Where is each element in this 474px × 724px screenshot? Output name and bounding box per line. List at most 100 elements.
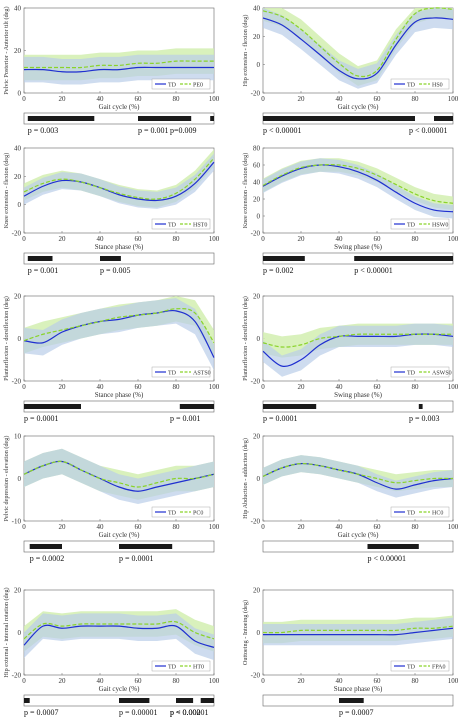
y-axis-label: Hip external - internal rotation (deg): [3, 587, 10, 677]
x-tick-label: 20: [59, 235, 67, 243]
p-value-label: p < 0.00001: [263, 126, 302, 135]
y-tick-label: 40: [253, 5, 261, 13]
significance-bar: [100, 256, 121, 261]
legend-label-cp: PE0: [193, 83, 203, 89]
significance-bar: [176, 698, 194, 703]
x-axis-label: Stance phase (%): [95, 391, 144, 399]
y-tick-label: -10: [12, 518, 22, 526]
significance-bar: [24, 698, 30, 703]
x-tick-label: 100: [209, 677, 220, 685]
y-tick-label: 20: [14, 587, 22, 595]
p-value-label: p = 0.003: [27, 126, 59, 135]
x-tick-label: 40: [336, 383, 344, 391]
p-value-label: p = 0.0001: [119, 554, 154, 563]
x-tick-label: 80: [412, 235, 420, 243]
x-tick-label: 80: [173, 383, 181, 391]
x-tick-label: 100: [209, 95, 220, 103]
significance-bar: [119, 544, 173, 549]
p-value-label: p=0.009: [170, 126, 197, 135]
p-value-label: p = 0.0001: [24, 414, 59, 423]
y-axis-label: Hip extension - flexion (deg): [242, 15, 249, 87]
legend-label-td: TD: [407, 665, 416, 671]
significance-bar: [119, 698, 150, 703]
x-tick-label: 80: [412, 383, 420, 391]
series-line-td: [262, 17, 454, 80]
series-line-td: [23, 66, 214, 73]
y-axis-label: Plantarflexion - dorsiflexion (deg): [3, 296, 10, 381]
series-line-cp: [262, 7, 454, 78]
significance-bar: [263, 256, 305, 261]
x-tick-label: 40: [97, 235, 105, 243]
series-line-td: [23, 161, 215, 202]
x-tick-label: 100: [209, 383, 220, 391]
legend-label-td: TD: [168, 223, 177, 229]
significance-bar: [210, 116, 214, 121]
y-tick-label: 20: [253, 33, 261, 41]
x-tick-label: 60: [374, 677, 382, 685]
legend-label-td: TD: [168, 83, 177, 89]
legend-label-td: TD: [168, 665, 177, 671]
significance-bar: [29, 544, 62, 549]
x-tick-label: 80: [412, 677, 420, 685]
y-axis-label: Knee extension - flexion (deg): [3, 153, 10, 229]
series-band-td: [24, 153, 214, 209]
y-tick-label: -20: [12, 672, 22, 680]
y-tick-label: 20: [253, 587, 261, 595]
p-value-label: p = 0.0007: [24, 708, 59, 717]
p-value-label: p = 0.001: [138, 126, 169, 135]
x-axis-label: Gait cycle (%): [99, 103, 140, 111]
y-tick-label: 0: [18, 475, 22, 483]
significance-bar: [138, 116, 192, 121]
x-tick-label: 0: [22, 677, 26, 685]
series-line-cp: [23, 308, 215, 344]
series-line-cp: [24, 60, 214, 69]
legend-label-td: TD: [407, 511, 416, 517]
x-axis-label: Swing phase (%): [334, 243, 382, 251]
x-tick-label: 100: [209, 523, 220, 531]
legend-label-td: TD: [407, 83, 416, 89]
p-value-label: p = 0.002: [263, 266, 294, 275]
series-band-td: [263, 455, 453, 498]
x-tick-label: 100: [448, 95, 459, 103]
x-tick-label: 40: [97, 677, 105, 685]
series-line-cp: [262, 625, 454, 634]
legend-label-cp: HT0: [193, 665, 204, 671]
series-band-td: [263, 323, 453, 377]
y-axis-label: Pelvic Posterior - Anterior tilt (deg): [3, 6, 10, 94]
x-tick-label: 60: [374, 523, 382, 531]
x-tick-label: 0: [22, 235, 26, 243]
x-axis-label: Stance phase (%): [334, 685, 383, 693]
y-tick-label: -20: [251, 518, 261, 526]
x-tick-label: 40: [97, 523, 105, 531]
y-tick-label: 0: [257, 61, 261, 69]
legend-label-td: TD: [168, 511, 177, 517]
x-tick-label: 20: [298, 235, 306, 243]
x-tick-label: 20: [298, 383, 306, 391]
y-tick-label: -20: [251, 672, 261, 680]
legend-label-td: TD: [407, 223, 416, 229]
series-band-td: [24, 298, 214, 371]
x-tick-label: 0: [261, 235, 265, 243]
y-tick-label: 0: [257, 335, 261, 343]
x-axis-label: Gait cycle (%): [338, 531, 379, 539]
y-tick-label: 0: [257, 213, 261, 221]
x-tick-label: 0: [261, 95, 265, 103]
x-tick-label: 100: [448, 523, 459, 531]
x-tick-label: 20: [59, 677, 67, 685]
y-tick-label: 80: [253, 145, 261, 153]
y-axis-label: Plantarflexion - dorsiflexion (deg): [242, 296, 249, 381]
y-tick-label: 0: [18, 335, 22, 343]
p-value-label: p = 0.005: [100, 266, 131, 275]
x-tick-label: 40: [336, 95, 344, 103]
y-tick-label: 0: [257, 629, 261, 637]
series-line-cp: [262, 164, 454, 204]
x-tick-label: 100: [448, 235, 459, 243]
y-tick-label: 20: [14, 47, 22, 55]
x-tick-label: 100: [448, 383, 459, 391]
legend-label-cp: ASWS0: [432, 371, 452, 377]
p-value-label: p < 0.00001: [354, 266, 393, 275]
significance-bar: [263, 404, 317, 409]
legend-label-cp: HSW0: [432, 223, 448, 229]
legend-label-cp: HST0: [193, 223, 207, 229]
